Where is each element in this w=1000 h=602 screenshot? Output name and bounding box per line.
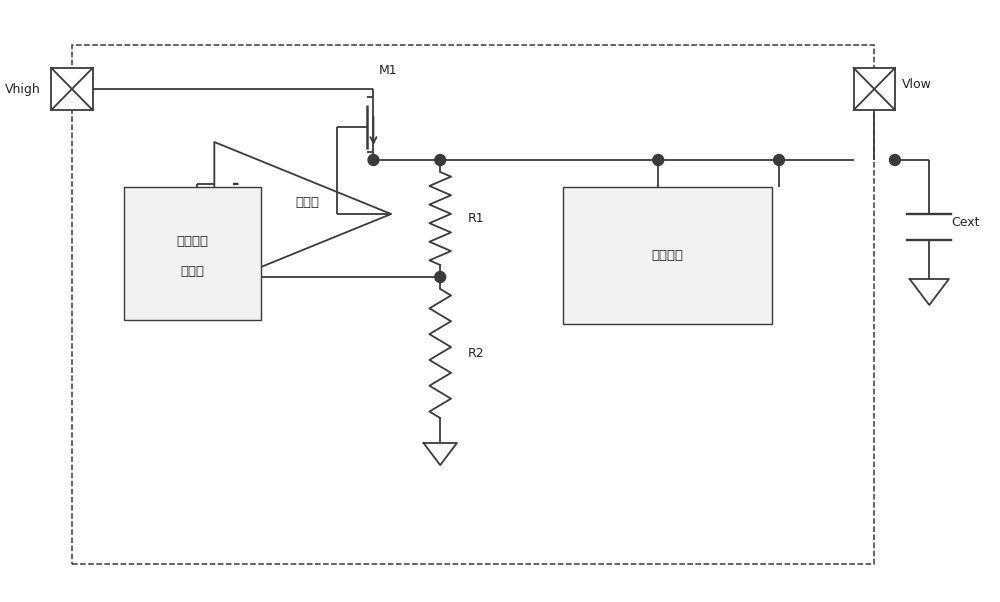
Circle shape — [774, 155, 784, 166]
Text: Vhigh: Vhigh — [5, 82, 41, 96]
Bar — [854, 68, 895, 110]
Text: 内核电路: 内核电路 — [652, 249, 684, 262]
Text: 内置电压: 内置电压 — [177, 235, 209, 248]
Text: C1: C1 — [600, 193, 617, 206]
Bar — [563, 187, 772, 324]
Bar — [51, 68, 93, 110]
Text: R1: R1 — [468, 212, 484, 225]
Text: -: - — [232, 175, 240, 193]
Text: Cext: Cext — [951, 216, 979, 229]
Circle shape — [368, 155, 379, 166]
Circle shape — [435, 272, 446, 282]
Circle shape — [653, 155, 664, 166]
Text: 放大器: 放大器 — [296, 196, 320, 208]
Text: M1: M1 — [378, 63, 397, 76]
Bar — [72, 45, 874, 564]
Circle shape — [890, 155, 900, 166]
Bar — [124, 187, 261, 320]
Text: +: + — [228, 235, 243, 253]
Circle shape — [435, 155, 446, 166]
Text: Vlow: Vlow — [902, 78, 932, 92]
Text: 基准源: 基准源 — [181, 265, 205, 278]
Text: R2: R2 — [468, 347, 484, 360]
